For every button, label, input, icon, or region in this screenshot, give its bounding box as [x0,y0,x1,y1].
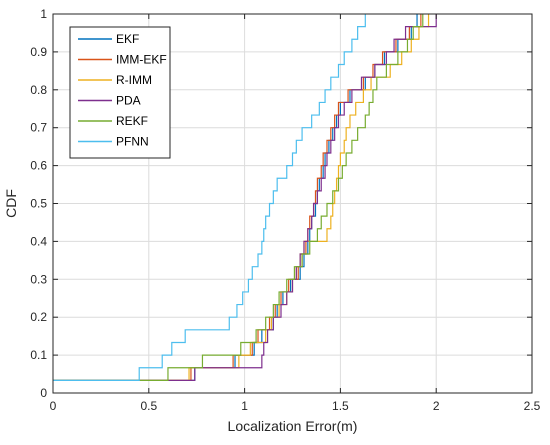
series-lines [53,14,437,381]
y-tick-label: 0.6 [30,159,47,173]
series-line-pfnn [53,14,366,381]
x-tick-label: 2 [433,399,440,413]
legend-label: PDA [116,94,141,108]
legend: EKF IMM-EKF R-IMM PDA REKF PFNN [69,26,171,159]
legend-label: R-IMM [116,73,152,87]
y-tick-label: 0.5 [30,197,47,211]
axis-ticks: 0 0.5 1 1.5 2 2.5 0 0.1 0.2 0.3 0.4 0.5 0.6 0.7 0.8 0.9… [30,7,540,413]
y-tick-label: 0.4 [30,234,47,248]
x-tick-label: 0 [50,399,57,413]
legend-label: IMM-EKF [116,53,167,67]
y-tick-label: 0 [40,386,47,400]
y-tick-label: 0.2 [30,310,47,324]
series-line-rekf [53,14,424,381]
y-axis-label: CDF [3,189,19,218]
x-tick-label: 2.5 [524,399,541,413]
x-tick-label: 0.5 [140,399,157,413]
series-line-pda [53,14,437,381]
y-tick-label: 0.3 [30,272,47,286]
legend-box [69,26,171,159]
y-tick-label: 0.8 [30,83,47,97]
y-tick-label: 0.1 [30,348,47,362]
x-tick-label: 1 [241,399,248,413]
y-tick-label: 0.9 [30,45,47,59]
legend-label: EKF [116,32,139,46]
x-axis-label: Localization Error(m) [228,418,358,434]
y-tick-label: 1 [40,7,47,21]
x-tick-label: 1.5 [332,399,349,413]
legend-label: PFNN [116,135,149,149]
legend-label: REKF [116,114,148,128]
y-tick-label: 0.7 [30,121,47,135]
